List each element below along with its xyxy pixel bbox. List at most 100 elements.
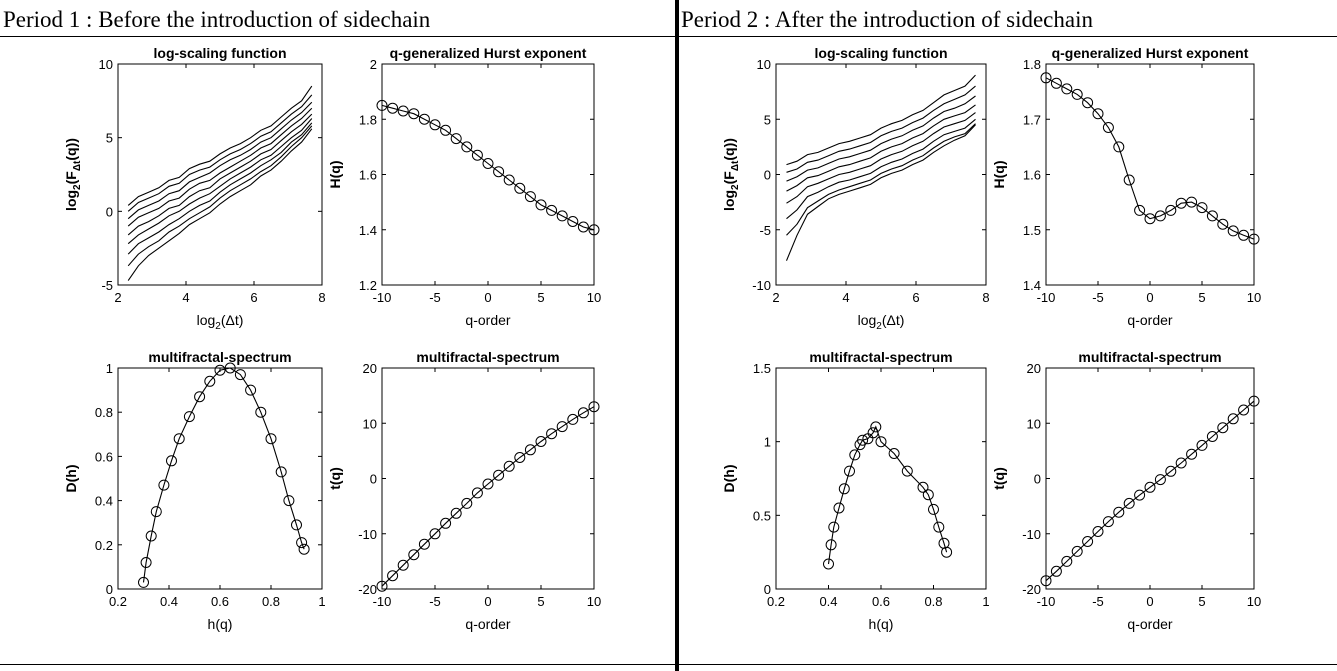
p2-spectrum-point (867, 427, 879, 439)
p2-tau-point (1082, 536, 1094, 547)
p2-scaling-series-line-0 (786, 74, 976, 166)
p2-spectrum-chart: multifractal-spectrum 0.2 0.4 0.6 0.8 1 0 0.5 1 1… (721, 349, 990, 632)
p2-spectrum-point (857, 434, 869, 446)
p2-spectrum-xtick-label: 0.4 (819, 594, 837, 609)
p1-hurst-ytick-label: 1.2 (359, 278, 377, 293)
p2-tau-chart: multifractal-spectrum-10 -5 0 5 10-20-100102… (991, 349, 1261, 632)
p1-spectrum-point (234, 369, 246, 381)
p1-scaling-ytick-label: -5 (101, 278, 113, 293)
p2-hurst-ytick-label: 1.4 (1023, 278, 1041, 293)
p2-scaling-ytick-label: -5 (759, 223, 771, 238)
p1-hurst-point (482, 158, 494, 169)
p1-hurst-point (503, 174, 515, 186)
p2-scaling-ytick-label: 10 (757, 57, 771, 72)
p1-hurst-ytick-label: 1.6 (359, 168, 377, 183)
p1-hurst-point (535, 199, 547, 211)
p1-scaling-xtick-label: 8 (318, 290, 325, 305)
p1-spectrum-point (214, 364, 226, 376)
p2-spectrum-point (941, 546, 953, 558)
p1-hurst-point (429, 119, 441, 131)
p1-hurst-xtick-label: 5 (537, 290, 544, 305)
p1-hurst-xtick-label: 10 (587, 290, 601, 305)
p2-spectrum-point (933, 521, 945, 533)
p1-scaling-ytick-label: 5 (106, 131, 113, 146)
period-divider (675, 0, 679, 671)
p1-hurst-point (450, 133, 462, 145)
p1-hurst-point (588, 224, 600, 236)
p1-spectrum-point (296, 537, 308, 549)
p1-scaling-xlabel: log2(Δt) (197, 312, 244, 332)
p2-spectrum-point (922, 489, 934, 501)
p1-hurst-point (376, 99, 388, 111)
p2-tau-ytick-label: -10 (1022, 527, 1041, 542)
p1-hurst-series-line-0 (381, 104, 595, 231)
p1-tau-xtick-label: -10 (373, 594, 392, 609)
p2-scaling-ylabel: log2(FΔt(q)) (721, 138, 741, 211)
p2-scaling-series-line-7 (785, 124, 976, 261)
p2-tau-point (1238, 404, 1250, 416)
p1-hurst-point (408, 108, 420, 120)
p1-hurst-point (461, 141, 473, 153)
p1-tau-point (535, 436, 547, 447)
p2-tau-series-line-0 (1045, 400, 1255, 582)
p2-scaling-xlabel: log2(Δt) (858, 312, 905, 332)
p2-scaling-xtick-label: 4 (842, 290, 849, 305)
p2-tau-ytick-label: 20 (1027, 361, 1041, 376)
p2-hurst-point (1217, 218, 1229, 230)
p1-hurst-axes-box (381, 63, 595, 286)
p1-spectrum-point (150, 506, 162, 518)
p1-hurst-ylabel: H(q) (327, 161, 343, 189)
p2-hurst-point (1134, 204, 1146, 216)
p1-scaling-series-line-2 (127, 101, 313, 220)
p1-tau-point (418, 538, 430, 550)
p1-hurst-point (440, 124, 452, 136)
p1-scaling-series-line-6 (127, 122, 313, 255)
p1-hurst-ytick-label: 1.8 (359, 112, 377, 127)
p2-tau-point (1061, 555, 1073, 567)
p1-scaling-xtick-label: 4 (182, 290, 189, 305)
p1-scaling-ytick-label: 10 (99, 57, 113, 72)
p2-tau-ytick-label: 0 (1034, 472, 1041, 487)
p1-hurst-xlabel: q-order (465, 312, 510, 328)
p2-tau-point (1175, 457, 1187, 469)
p1-scaling-ylabel: log2(FΔt(q)) (63, 138, 83, 211)
p2-tau-xtick-label: -5 (1092, 594, 1104, 609)
p1-scaling-series-line-4 (127, 113, 313, 236)
p1-tau-point (524, 444, 536, 456)
p2-hurst-xtick-label: 10 (1247, 290, 1261, 305)
p2-hurst-point (1071, 88, 1083, 100)
p2-spectrum-point (828, 521, 840, 533)
p2-spectrum-point (838, 483, 850, 495)
p2-spectrum-xtick-label: 0.6 (872, 594, 890, 609)
p1-tau-point (450, 507, 462, 519)
p1-tau-point (503, 460, 515, 472)
p2-hurst-chart: q-generalized Hurst exponent -10 -5 0 5 10 1.4… (991, 45, 1261, 328)
p1-spectrum-xtick-label: 1 (318, 594, 325, 609)
p2-spectrum-point (870, 421, 882, 433)
p2-spectrum-point (825, 539, 837, 551)
p1-spectrum-title: multifractal-spectrum (148, 349, 291, 365)
p1-tau-ytick-label: 0 (370, 472, 377, 487)
p1-hurst-point (493, 166, 505, 178)
p2-scaling-xtick-label: 6 (912, 290, 919, 305)
p2-spectrum-xtick-label: 0.8 (924, 594, 942, 609)
p1-spectrum-point (275, 466, 287, 478)
p2-scaling-axes-box (775, 63, 987, 286)
p1-scaling-series-line-3 (127, 107, 313, 227)
p2-spectrum-point (901, 465, 913, 477)
p1-spectrum-point (138, 576, 149, 588)
p2-spectrum-title: multifractal-spectrum (809, 349, 952, 365)
p1-hurst-point (418, 113, 430, 125)
p1-scaling-xtick-label: 2 (114, 290, 121, 305)
p2-tau-point (1144, 481, 1156, 493)
p1-tau-point (461, 497, 473, 509)
p1-spectrum-point (224, 362, 236, 374)
p2-hurst-ytick-label: 1.7 (1023, 112, 1041, 127)
p1-tau-point (471, 487, 483, 499)
p2-hurst-point (1175, 197, 1187, 209)
p2-tau-ytick-label: 10 (1027, 416, 1041, 431)
p1-spectrum-xtick-label: 0.6 (211, 594, 229, 609)
period1-header: Period 1 : Before the introduction of si… (3, 7, 431, 32)
p1-scaling-series-line-0 (127, 85, 313, 206)
p1-scaling-series-line-7 (127, 125, 313, 267)
